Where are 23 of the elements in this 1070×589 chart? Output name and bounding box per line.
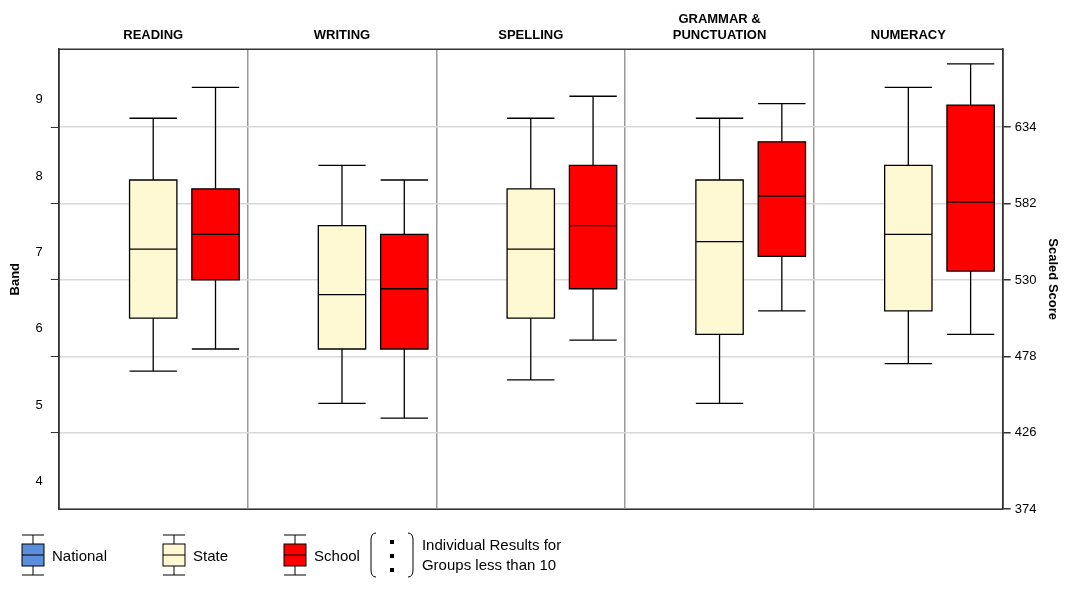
x-tick-label: WRITING [313, 26, 371, 42]
y2-tick-label: 374 [1014, 500, 1037, 516]
x-tick-label: SPELLING [498, 26, 564, 42]
y-tick-label: 6 [35, 320, 43, 336]
y2-tick-label: 634 [1014, 118, 1037, 134]
text: Individual Results for Groups less than 10 [421, 535, 563, 575]
y-tick-label: 4 [35, 473, 43, 489]
y2-axis-title: Scaled Score [1045, 238, 1061, 321]
y2-tick-label: 426 [1014, 424, 1037, 440]
y2-tick-label: 530 [1014, 271, 1037, 287]
x-tick-label: GRAMMAR & PUNCTUATION [672, 11, 767, 42]
y2-tick-label: 478 [1014, 347, 1037, 363]
y-tick-label: 5 [35, 396, 43, 412]
legend-label: School [314, 546, 360, 564]
legend-label: National [52, 546, 108, 564]
y-tick-label: 8 [35, 167, 43, 183]
y-tick-label: 7 [35, 244, 43, 260]
y2-tick-label: 582 [1014, 195, 1037, 211]
y-axis-title: Band [7, 262, 23, 296]
x-tick-label: NUMERACY [870, 26, 947, 42]
legend-label: State [193, 546, 229, 564]
x-tick-label: READING [123, 26, 184, 42]
y-tick-label: 9 [35, 91, 43, 107]
